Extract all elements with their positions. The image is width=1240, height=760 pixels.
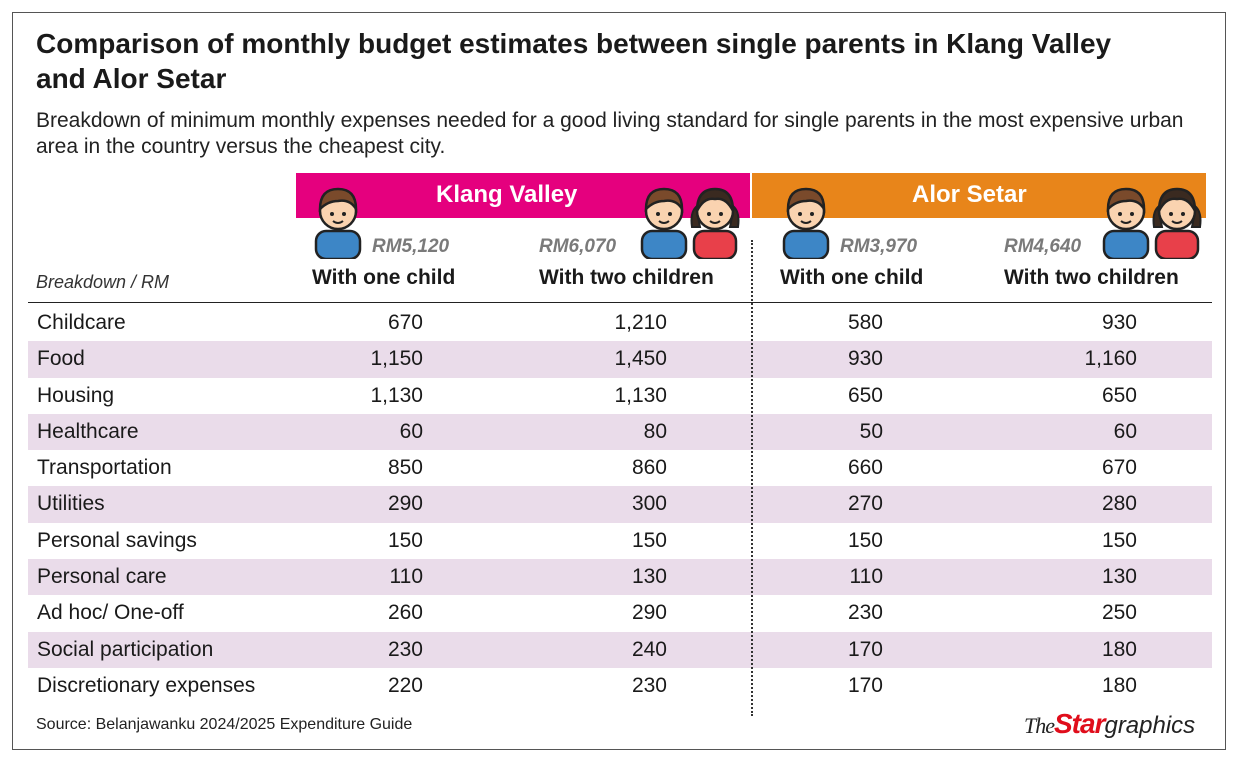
table-row: Healthcare 60 80 50 60 (28, 413, 1212, 451)
cell-as-one-child: 270 (847, 492, 883, 516)
cell-as-two-children: 60 (1113, 419, 1137, 443)
table-row: Childcare 670 1,210 580 930 (28, 305, 1212, 341)
table-row: Housing 1,130 1,130 650 650 (28, 378, 1212, 414)
row-label: Healthcare (37, 419, 139, 443)
cell-as-one-child: 170 (847, 673, 883, 697)
row-label: Childcare (37, 311, 126, 334)
cell-as-one-child: 50 (859, 419, 883, 443)
total-kv-two-children: RM6,070 (539, 236, 617, 257)
row-label: Discretionary expenses (37, 673, 256, 697)
alor-setar-label: Alor Setar (912, 181, 1027, 208)
chart-title: Comparison of monthly budget estimates b… (36, 28, 1112, 94)
col-head-kv-two-children: With two children (539, 266, 714, 289)
table-row: Food 1,150 1,450 930 1,160 (28, 341, 1212, 378)
boy-icon (314, 187, 362, 259)
cell-kv-two-children: 1,450 (614, 347, 667, 371)
cell-as-two-children: 280 (1101, 492, 1137, 516)
cell-as-two-children: 180 (1101, 673, 1137, 697)
cell-kv-two-children: 860 (631, 456, 667, 480)
cell-kv-one-child: 220 (387, 673, 423, 697)
cell-kv-one-child: 850 (387, 456, 423, 480)
row-label: Ad hoc/ One-off (37, 601, 184, 625)
budget-table: Childcare 670 1,210 580 930 Food 1,150 1,450 930… (28, 305, 1212, 704)
table-row: Personal savings 150 150 150 150 (28, 523, 1212, 559)
cell-kv-two-children: 130 (631, 565, 667, 589)
cell-as-one-child: 660 (847, 456, 883, 480)
boy-icon (782, 187, 830, 259)
region-divider (751, 240, 753, 716)
girl-icon (1152, 187, 1202, 259)
girl-icon (690, 187, 740, 259)
cell-kv-one-child: 150 (387, 528, 423, 552)
total-as-two-children: RM4,640 (1004, 236, 1082, 257)
table-row: Utilities 290 300 270 280 (28, 486, 1212, 523)
cell-as-one-child: 230 (847, 601, 883, 625)
table-row: Ad hoc/ One-off 260 290 230 250 (28, 595, 1212, 631)
col-head-kv-one-child: With one child (312, 266, 456, 289)
brand-logo: TheStargraphics (1024, 708, 1196, 739)
cell-kv-one-child: 60 (399, 419, 423, 443)
table-row: Discretionary expenses 220 230 170 180 (28, 668, 1212, 704)
cell-as-one-child: 580 (847, 311, 883, 334)
row-label: Personal care (37, 565, 167, 589)
cell-as-two-children: 650 (1101, 383, 1137, 407)
row-header-label: Breakdown / RM (36, 272, 170, 292)
row-label: Social participation (37, 637, 214, 661)
cell-as-one-child: 650 (847, 383, 883, 407)
cell-as-two-children: 150 (1101, 528, 1137, 552)
table-row: Social participation 230 240 170 180 (28, 631, 1212, 668)
row-label: Housing (37, 383, 115, 407)
cell-kv-two-children: 80 (643, 419, 667, 443)
cell-as-two-children: 180 (1101, 637, 1137, 661)
cell-as-one-child: 170 (847, 637, 883, 661)
table-row: Transportation 850 860 660 670 (28, 450, 1212, 486)
cell-as-two-children: 250 (1101, 601, 1137, 625)
boy-icon (1102, 187, 1150, 259)
header-rule (28, 302, 1212, 303)
chart-subtitle: Breakdown of minimum monthly expenses ne… (36, 109, 1184, 158)
row-label: Transportation (37, 456, 172, 480)
cell-kv-two-children: 240 (631, 637, 667, 661)
row-label: Utilities (37, 492, 105, 516)
cell-as-one-child: 110 (849, 565, 883, 589)
cell-kv-one-child: 1,130 (370, 383, 423, 407)
cell-kv-one-child: 260 (387, 601, 423, 625)
klang-valley-label: Klang Valley (436, 181, 578, 208)
cell-as-two-children: 130 (1101, 565, 1137, 589)
cell-kv-two-children: 1,210 (614, 311, 667, 334)
row-label: Food (37, 347, 85, 371)
col-head-as-two-children: With two children (1004, 266, 1179, 289)
cell-kv-one-child: 670 (387, 311, 423, 334)
cell-kv-two-children: 300 (631, 492, 667, 516)
cell-as-two-children: 670 (1101, 456, 1137, 480)
cell-kv-one-child: 230 (387, 637, 423, 661)
cell-as-two-children: 930 (1101, 311, 1137, 334)
table-row: Personal care 110 130 110 130 (28, 559, 1212, 596)
cell-kv-one-child: 110 (389, 565, 423, 589)
cell-kv-two-children: 1,130 (614, 383, 667, 407)
cell-kv-one-child: 1,150 (370, 347, 423, 371)
boy-icon (640, 187, 688, 259)
cell-kv-two-children: 150 (631, 528, 667, 552)
total-kv-one-child: RM5,120 (372, 236, 450, 257)
cell-as-two-children: 1,160 (1084, 347, 1137, 371)
col-head-as-one-child: With one child (780, 266, 924, 289)
infographic-frame (12, 12, 1226, 750)
cell-as-one-child: 930 (847, 347, 883, 371)
cell-kv-two-children: 290 (631, 601, 667, 625)
cell-kv-two-children: 230 (631, 673, 667, 697)
cell-as-one-child: 150 (847, 528, 883, 552)
cell-kv-one-child: 290 (387, 492, 423, 516)
source-note: Source: Belanjawanku 2024/2025 Expenditu… (36, 716, 413, 733)
row-label: Personal savings (37, 528, 197, 552)
total-as-one-child: RM3,970 (840, 236, 918, 257)
